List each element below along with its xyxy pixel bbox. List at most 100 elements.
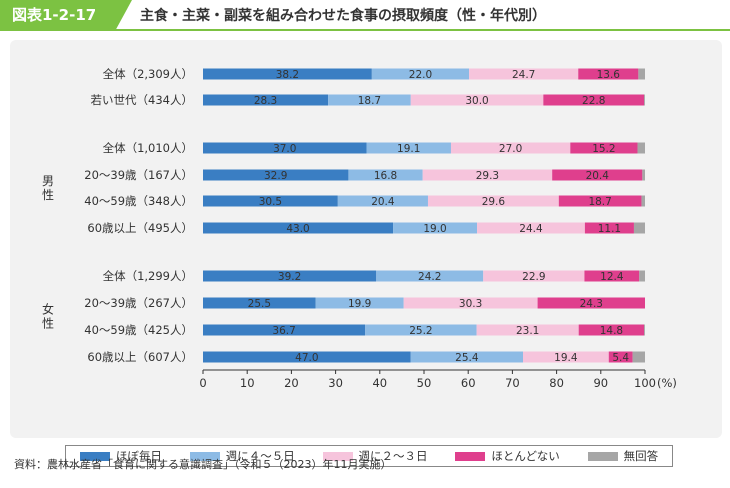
data-label: 24.4 [519, 223, 543, 235]
bar-segment [641, 195, 645, 207]
bar-segment [552, 169, 643, 181]
legend-item: 週に２～３日 [322, 448, 428, 464]
group-label-female: 女性 [42, 302, 54, 331]
legend-item: 無回答 [587, 448, 659, 464]
stacked-bar-chart: 全体（2,309人） 若い世代（434人） 全体（1,010人） 20～39歳（167… [42, 67, 677, 390]
x-tick-label: 10 [240, 376, 255, 390]
legend-label: 週に２～３日 [358, 449, 428, 463]
data-label: 30.3 [459, 298, 482, 310]
bar-segment [422, 169, 553, 181]
data-label: 28.3 [254, 95, 277, 107]
data-label: 30.5 [259, 196, 282, 208]
legend-swatch [587, 451, 618, 461]
group-label-male: 男性 [42, 174, 54, 202]
data-label: 19.1 [397, 143, 420, 155]
data-label: 19.4 [554, 352, 578, 364]
bar-segment [371, 68, 470, 80]
data-label: 29.6 [482, 196, 506, 208]
bar-segment [477, 222, 585, 234]
category-label: 60歳以上（495人） [87, 221, 193, 235]
data-label: 25.5 [248, 298, 271, 310]
x-unit-label: (%) [657, 376, 677, 390]
data-label: 19.0 [423, 223, 446, 235]
data-label: 24.7 [512, 69, 535, 81]
bar-segment [578, 68, 639, 80]
data-label: 25.4 [455, 352, 479, 364]
data-label: 36.7 [272, 325, 295, 337]
bar-segment [642, 169, 645, 181]
bar-segment [537, 297, 645, 309]
data-label: 22.9 [522, 271, 545, 283]
data-label: 19.9 [348, 298, 371, 310]
bar-segment [393, 222, 478, 234]
data-label: 22.0 [409, 69, 432, 81]
bar-segment [365, 324, 477, 336]
bar-segment [558, 195, 642, 207]
data-label: 39.2 [278, 271, 301, 283]
data-label: 18.7 [358, 95, 381, 107]
legend-swatch [455, 451, 486, 461]
chart-panel: 全体（2,309人） 若い世代（434人） 全体（1,010人） 20～39歳（167… [10, 40, 722, 467]
data-label: 18.7 [588, 196, 611, 208]
data-label: 22.8 [582, 95, 605, 107]
legend-swatch [189, 451, 220, 461]
data-label: 23.1 [516, 325, 539, 337]
x-tick-label: 40 [372, 376, 387, 390]
bar-segment [637, 142, 645, 154]
bar-segment [203, 297, 316, 309]
data-label: 5.4 [612, 352, 629, 364]
bar-segment [203, 142, 367, 154]
header: 図表1-2-17 主食・主菜・副菜を組み合わせた食事の摂取頻度（性・年代別） [0, 0, 730, 31]
x-tick-label: 0 [199, 376, 206, 390]
x-tick-label: 90 [593, 376, 608, 390]
bar-segment [578, 324, 645, 336]
x-tick-label: 20 [284, 376, 299, 390]
x-tick-label: 60 [461, 376, 476, 390]
data-label: 14.8 [600, 325, 623, 337]
data-label: 16.8 [374, 170, 397, 182]
category-label: 40～59歳（425人） [84, 323, 193, 337]
bar-segment [328, 94, 411, 106]
bar-segment [584, 270, 640, 282]
data-label: 12.4 [600, 271, 624, 283]
bar-segment [337, 195, 428, 207]
bar-segment [403, 297, 538, 309]
bar-segment [348, 169, 423, 181]
legend-label: 週に４～５日 [225, 449, 295, 463]
bar-segment [203, 222, 394, 234]
bar-segment [203, 324, 366, 336]
category-label: 若い世代（434人） [91, 93, 193, 107]
data-label: 47.0 [295, 352, 318, 364]
data-label: 13.6 [597, 69, 621, 81]
figure-label: 図表1-2-17 [0, 0, 132, 29]
x-tick-label: 100 [634, 376, 656, 390]
x-tick-label: 80 [549, 376, 564, 390]
legend-label: 無回答 [623, 449, 659, 463]
bar-segment [203, 68, 372, 80]
data-label: 37.0 [273, 143, 296, 155]
x-tick-label: 70 [505, 376, 520, 390]
legend: ほぼ毎日 週に４～５日 週に２～３日 ほとんどない 無回答 [65, 445, 673, 467]
bar-segment [584, 222, 634, 234]
data-label: 24.3 [580, 298, 603, 310]
bar-segment [469, 68, 579, 80]
data-label: 27.0 [499, 143, 522, 155]
source-note: 資料：農林水産省「食育に関する意識調査」（令和５（2023）年11月実施） [14, 458, 392, 471]
category-label: 40～59歳（348人） [84, 194, 193, 208]
bar-segment [638, 68, 645, 80]
data-label: 32.9 [264, 170, 287, 182]
bar-segment [644, 324, 645, 336]
data-label: 38.2 [276, 69, 299, 81]
bar-segment [608, 351, 633, 363]
category-label: 20～39歳（267人） [84, 296, 193, 310]
bar-segment [570, 142, 638, 154]
bar-segment [203, 94, 329, 106]
legend-item: 週に４～５日 [189, 448, 295, 464]
category-label: 60歳以上（607人） [87, 350, 193, 364]
category-label: 全体（2,309人） [103, 67, 193, 81]
bar-segment [523, 351, 609, 363]
legend-item: ほとんどない [455, 448, 560, 464]
bar-segment [639, 270, 645, 282]
data-label: 11.1 [598, 223, 621, 235]
bar-segment [366, 142, 451, 154]
